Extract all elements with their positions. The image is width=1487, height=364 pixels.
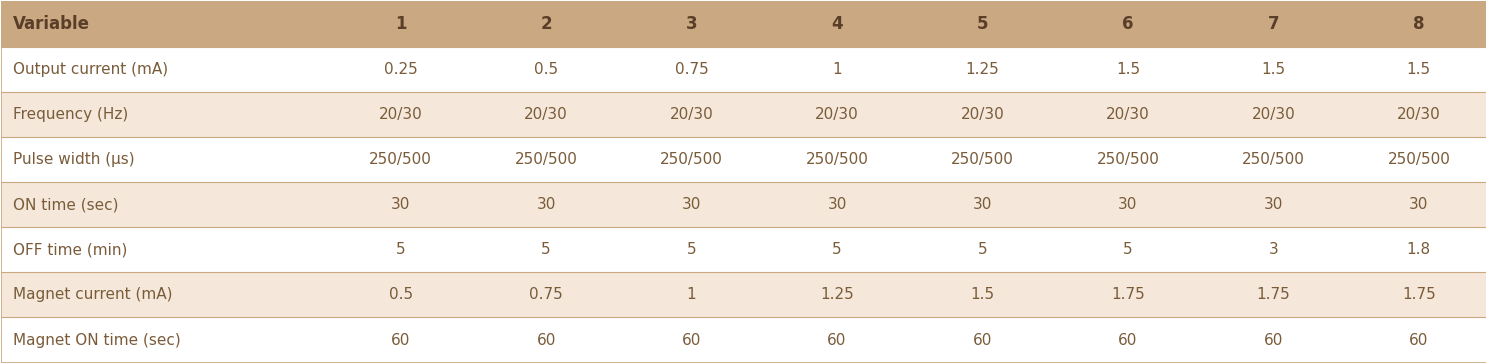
- Text: 1.5: 1.5: [971, 288, 995, 302]
- Text: 250/500: 250/500: [660, 152, 723, 167]
- Text: 250/500: 250/500: [952, 152, 1014, 167]
- Text: 60: 60: [1264, 333, 1283, 348]
- Text: 30: 30: [1118, 197, 1138, 212]
- Text: 1.25: 1.25: [821, 288, 854, 302]
- Text: 20/30: 20/30: [525, 107, 568, 122]
- Text: 30: 30: [683, 197, 702, 212]
- Text: Pulse width (μs): Pulse width (μs): [13, 152, 135, 167]
- Bar: [1, 92, 1487, 137]
- Text: 60: 60: [972, 333, 992, 348]
- Text: 5: 5: [687, 242, 696, 257]
- Text: OFF time (min): OFF time (min): [13, 242, 128, 257]
- Text: 1.8: 1.8: [1407, 242, 1430, 257]
- Text: 250/500: 250/500: [1242, 152, 1304, 167]
- Text: 30: 30: [391, 197, 410, 212]
- Text: 30: 30: [1264, 197, 1283, 212]
- Text: 60: 60: [537, 333, 556, 348]
- Text: 5: 5: [833, 242, 842, 257]
- Text: 4: 4: [831, 15, 843, 33]
- Text: 20/30: 20/30: [379, 107, 422, 122]
- Text: 1.75: 1.75: [1257, 288, 1291, 302]
- Text: 60: 60: [391, 333, 410, 348]
- Text: 1.5: 1.5: [1261, 62, 1285, 76]
- Text: Magnet current (mA): Magnet current (mA): [13, 288, 172, 302]
- Text: 3: 3: [1268, 242, 1279, 257]
- Text: 60: 60: [827, 333, 846, 348]
- Text: 1: 1: [687, 288, 696, 302]
- Text: 5: 5: [977, 242, 987, 257]
- Text: 1.75: 1.75: [1402, 288, 1435, 302]
- Text: 250/500: 250/500: [369, 152, 433, 167]
- Text: Frequency (Hz): Frequency (Hz): [13, 107, 128, 122]
- Text: 30: 30: [537, 197, 556, 212]
- Text: 1.25: 1.25: [965, 62, 999, 76]
- Text: 20/30: 20/30: [961, 107, 1004, 122]
- Text: 1: 1: [396, 15, 406, 33]
- Text: 60: 60: [683, 333, 702, 348]
- Bar: [1, 227, 1487, 272]
- Text: 20/30: 20/30: [1396, 107, 1441, 122]
- Text: 7: 7: [1267, 15, 1279, 33]
- Text: 250/500: 250/500: [515, 152, 577, 167]
- Text: Variable: Variable: [13, 15, 91, 33]
- Text: 30: 30: [1410, 197, 1429, 212]
- Bar: [1, 137, 1487, 182]
- Text: 60: 60: [1118, 333, 1138, 348]
- Bar: [1, 182, 1487, 227]
- Text: 250/500: 250/500: [1387, 152, 1450, 167]
- Bar: [1, 317, 1487, 363]
- Text: 0.75: 0.75: [529, 288, 564, 302]
- Bar: [1, 47, 1487, 92]
- Text: 20/30: 20/30: [669, 107, 714, 122]
- Text: 250/500: 250/500: [806, 152, 868, 167]
- Text: 5: 5: [541, 242, 550, 257]
- Text: 30: 30: [827, 197, 846, 212]
- Text: 20/30: 20/30: [1106, 107, 1149, 122]
- Text: 0.5: 0.5: [534, 62, 558, 76]
- Text: 5: 5: [1123, 242, 1133, 257]
- Text: 0.75: 0.75: [675, 62, 708, 76]
- Text: 60: 60: [1410, 333, 1429, 348]
- Text: 1: 1: [833, 62, 842, 76]
- Text: 0.25: 0.25: [384, 62, 418, 76]
- Text: 1.75: 1.75: [1111, 288, 1145, 302]
- Text: 6: 6: [1123, 15, 1133, 33]
- Text: 20/30: 20/30: [1252, 107, 1295, 122]
- Text: 5: 5: [396, 242, 406, 257]
- Text: ON time (sec): ON time (sec): [13, 197, 119, 212]
- Text: 8: 8: [1413, 15, 1425, 33]
- Text: 0.5: 0.5: [388, 288, 413, 302]
- Text: 5: 5: [977, 15, 989, 33]
- Text: 3: 3: [686, 15, 697, 33]
- Text: Magnet ON time (sec): Magnet ON time (sec): [13, 333, 181, 348]
- Text: 30: 30: [972, 197, 992, 212]
- Bar: [1, 272, 1487, 317]
- Text: 20/30: 20/30: [815, 107, 859, 122]
- Text: 250/500: 250/500: [1096, 152, 1160, 167]
- Bar: [1, 1, 1487, 47]
- Text: 1.5: 1.5: [1115, 62, 1141, 76]
- Text: 1.5: 1.5: [1407, 62, 1430, 76]
- Text: Output current (mA): Output current (mA): [13, 62, 168, 76]
- Text: 2: 2: [540, 15, 552, 33]
